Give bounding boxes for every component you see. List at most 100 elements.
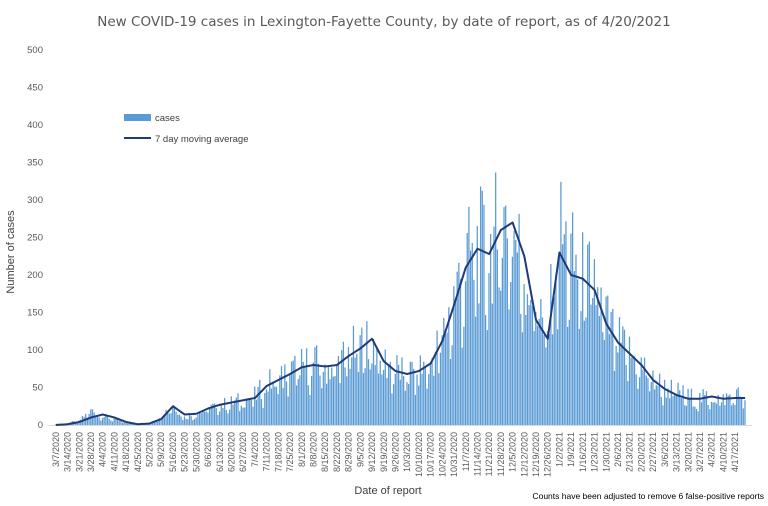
cases-bar [506, 238, 509, 425]
x-tick-label: 12/26/2020 [543, 432, 553, 477]
cases-bar [322, 371, 324, 425]
cases-bar [566, 326, 569, 425]
cases-bar [700, 402, 703, 425]
cases-bar [582, 232, 584, 425]
cases-bar [583, 320, 585, 425]
cases-bar [193, 419, 196, 425]
cases-bar [463, 326, 465, 425]
cases-bar [218, 411, 221, 425]
x-tick-label: 2/20/2021 [636, 432, 646, 472]
cases-bar [540, 299, 542, 425]
cases-bar [423, 361, 425, 425]
cases-bar [290, 361, 293, 425]
cases-bar [382, 369, 385, 425]
cases-bar [331, 367, 333, 425]
cases-bar [128, 422, 130, 425]
cases-bar [737, 387, 739, 425]
cases-bar [717, 394, 719, 425]
cases-bar [612, 308, 614, 425]
cases-bar [478, 303, 480, 425]
y-tick-label: 350 [27, 158, 43, 169]
cases-bar [605, 296, 607, 425]
cases-bar [556, 329, 559, 425]
cases-bar [175, 411, 177, 425]
cases-bar [364, 368, 366, 425]
cases-bar [229, 409, 231, 425]
cases-bar [441, 335, 443, 425]
legend-swatch-cases [124, 114, 151, 121]
cases-bar [155, 420, 157, 425]
cases-bar [379, 360, 381, 425]
cases-bar [202, 411, 204, 425]
cases-bar [535, 312, 537, 425]
cases-bar [702, 389, 704, 425]
y-tick-label: 100 [27, 345, 43, 356]
cases-bar [424, 365, 427, 425]
cases-bar [232, 404, 234, 425]
cases-bar [692, 406, 694, 425]
cases-bar [421, 373, 423, 425]
cases-bar [511, 256, 514, 425]
cases-bar [448, 307, 450, 425]
adjustment-note: Counts have been adjusted to remove 6 fa… [532, 491, 764, 501]
y-tick-label: 50 [32, 383, 43, 394]
cases-bar [669, 398, 671, 425]
x-tick-label: 10/17/2020 [426, 432, 436, 477]
cases-bar [665, 397, 667, 425]
cases-bar [222, 408, 224, 425]
cases-bar [468, 206, 470, 425]
cases-bar [396, 355, 398, 425]
cases-bar [408, 383, 410, 425]
cases-bar [391, 393, 393, 425]
cases-bar [439, 352, 442, 425]
cases-bar [597, 287, 599, 425]
cases-bar [495, 172, 497, 425]
x-tick-label: 6/13/2020 [215, 432, 225, 472]
x-tick-label: 10/31/2020 [449, 432, 459, 477]
cases-bar [309, 394, 311, 425]
cases-bar [705, 391, 708, 425]
cases-bar [267, 391, 269, 425]
cases-bar [384, 349, 386, 425]
cases-bar [230, 396, 232, 425]
cases-bar [627, 381, 629, 425]
x-tick-label: 12/5/2020 [508, 432, 518, 472]
cases-bar [270, 388, 273, 425]
cases-bar [643, 357, 646, 425]
cases-bar [533, 331, 535, 425]
cases-bar [433, 375, 435, 425]
cases-bar [585, 317, 587, 425]
cases-bar [662, 405, 664, 425]
cases-bar [287, 396, 289, 425]
x-tick-label: 5/23/2020 [180, 432, 190, 472]
cases-bar [645, 375, 647, 425]
cases-bar [282, 388, 284, 425]
cases-bar [374, 365, 376, 425]
cases-bar [262, 407, 264, 425]
cases-bar [180, 416, 182, 425]
cases-bar [474, 316, 477, 425]
cases-bar [682, 385, 684, 425]
cases-bar [332, 376, 335, 425]
cases-bar [572, 212, 574, 425]
cases-bar [125, 422, 127, 425]
cases-bar [207, 412, 209, 425]
cases-bar [182, 420, 184, 425]
cases-bar [316, 345, 318, 425]
cases-bar [608, 334, 611, 425]
cases-bar [498, 287, 500, 425]
x-tick-label: 7/25/2020 [285, 432, 295, 472]
cases-bar [479, 186, 482, 425]
cases-bar [349, 368, 351, 425]
cases-bar [680, 397, 683, 425]
x-axis: 3/7/2020 3/14/2020 3/21/2020 3/28/2020 4/4/2… [51, 432, 740, 477]
cases-bar [386, 378, 388, 425]
x-tick-label: 6/20/2020 [227, 432, 237, 472]
cases-bar [657, 385, 659, 425]
cases-bar [429, 362, 432, 425]
cases-bar [239, 411, 241, 425]
cases-bar [310, 375, 313, 425]
x-tick-label: 1/16/2021 [578, 432, 588, 472]
x-tick-label: 8/22/2020 [332, 432, 342, 472]
x-tick-label: 11/14/2020 [472, 432, 482, 476]
